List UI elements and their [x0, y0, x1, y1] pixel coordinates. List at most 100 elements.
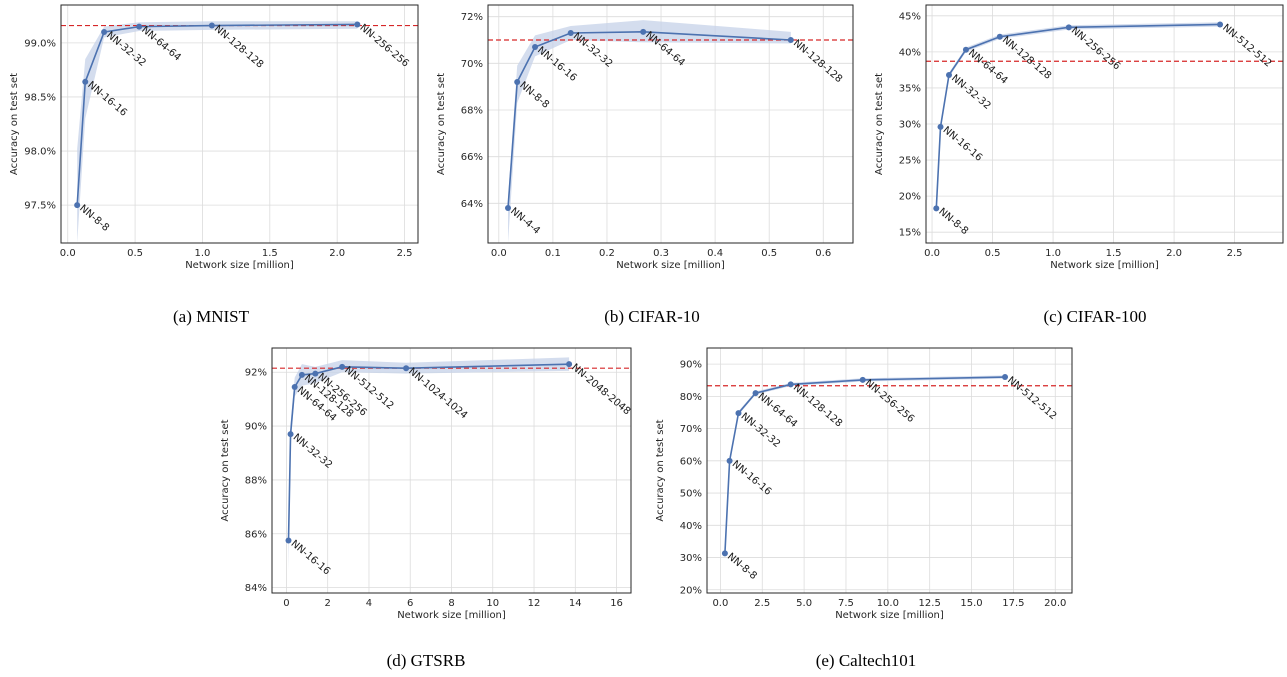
data-point [735, 410, 742, 417]
data-point [726, 457, 733, 464]
x-tick-label: 2.5 [1227, 248, 1243, 259]
point-label: NN-32-32 [104, 30, 148, 69]
point-label: NN-16-16 [85, 80, 129, 119]
x-axis-label: Network size [million] [397, 610, 506, 621]
data-point [962, 46, 969, 53]
data-point [859, 376, 866, 383]
data-point [532, 44, 539, 50]
y-tick-label: 15% [899, 228, 921, 239]
point-label: NN-8-8 [725, 551, 759, 582]
data-point [640, 28, 647, 35]
y-axis-label: Accuracy on test set [436, 73, 447, 175]
subfigure-caption: (a) MNIST [173, 307, 250, 326]
series-line [76, 23, 358, 206]
x-tick-label: 17.5 [1002, 598, 1024, 609]
point-label: NN-128-128 [791, 38, 844, 85]
y-tick-label: 84% [245, 583, 267, 594]
y-tick-label: 90% [680, 360, 702, 371]
x-tick-label: 0.3 [653, 248, 669, 259]
y-tick-label: 97.5% [24, 201, 56, 212]
point-label: NN-16-16 [289, 538, 333, 577]
x-tick-label: 1.0 [1045, 248, 1061, 259]
y-tick-label: 25% [899, 156, 921, 167]
y-tick-label: 90% [245, 422, 267, 433]
subfigure-caption: (d) GTSRB [387, 651, 466, 670]
x-tick-label: 2.5 [397, 248, 413, 259]
x-tick-label: 5.0 [796, 598, 812, 609]
data-point [514, 79, 521, 85]
subfigure-caption: (e) Caltech101 [816, 651, 917, 670]
confidence-band [77, 21, 358, 243]
plot-frame [271, 347, 632, 594]
plot-frame [487, 4, 854, 244]
series-line [507, 31, 791, 209]
x-tick-label: 0.5 [761, 248, 777, 259]
confidence-band [508, 20, 791, 243]
x-tick-label: 1.5 [262, 248, 278, 259]
y-tick-label: 70% [461, 59, 483, 70]
y-tick-label: 35% [899, 83, 921, 94]
y-tick-label: 99.0% [24, 38, 56, 49]
x-tick-label: 6 [407, 598, 413, 609]
y-axis-label: Accuracy on test set [655, 419, 666, 521]
data-point [354, 21, 361, 28]
x-tick-label: 14 [569, 598, 582, 609]
data-point [298, 371, 305, 378]
x-tick-label: 10 [486, 598, 499, 609]
data-point [287, 431, 294, 438]
x-tick-label: 1.5 [1106, 248, 1122, 259]
data-point [101, 29, 108, 36]
data-point [136, 23, 143, 30]
data-point [933, 205, 940, 212]
point-label: NN-256-256 [357, 22, 410, 69]
data-point [945, 71, 952, 78]
data-point [1217, 21, 1224, 28]
series-line [287, 363, 570, 541]
point-label: NN-1024-1024 [406, 366, 469, 421]
x-tick-label: 0.5 [985, 248, 1001, 259]
y-tick-label: 80% [680, 392, 702, 403]
y-tick-label: 40% [899, 47, 921, 58]
data-point [339, 363, 346, 370]
y-tick-label: 88% [245, 475, 267, 486]
x-tick-label: 0.2 [599, 248, 615, 259]
subfigure-caption: (b) CIFAR-10 [604, 307, 700, 326]
x-tick-label: 0.6 [815, 248, 831, 259]
data-point [937, 123, 944, 130]
y-tick-label: 50% [680, 489, 702, 500]
x-tick-label: 0.0 [924, 248, 940, 259]
y-axis-label: Accuracy on test set [9, 73, 20, 175]
x-axis-label: Network size [million] [616, 260, 725, 271]
data-point [312, 370, 319, 377]
x-tick-label: 0.5 [127, 248, 143, 259]
point-label: NN-256-256 [1069, 25, 1122, 72]
y-tick-label: 20% [899, 192, 921, 203]
x-tick-label: 16 [610, 598, 623, 609]
data-point [403, 365, 410, 372]
x-tick-label: 2.0 [1166, 248, 1182, 259]
point-label: NN-256-256 [863, 378, 916, 425]
y-tick-label: 86% [245, 529, 267, 540]
y-tick-label: 92% [245, 368, 267, 379]
data-point [291, 384, 298, 391]
x-tick-label: 1.0 [194, 248, 210, 259]
y-tick-label: 20% [680, 585, 702, 596]
point-label: NN-16-16 [535, 45, 579, 84]
data-point [566, 361, 573, 368]
y-tick-label: 72% [461, 12, 483, 23]
data-point [74, 202, 81, 209]
x-tick-label: 20.0 [1044, 598, 1066, 609]
point-label: NN-4-4 [508, 206, 542, 237]
point-label: NN-8-8 [517, 80, 551, 111]
y-axis-label: Accuracy on test set [220, 419, 231, 521]
point-label: NN-64-64 [966, 48, 1010, 87]
data-point [996, 33, 1003, 40]
point-label: NN-8-8 [77, 203, 111, 234]
x-tick-label: 0.1 [545, 248, 561, 259]
point-label: NN-512-512 [1220, 22, 1273, 69]
point-label: NN-128-128 [791, 382, 844, 429]
x-tick-label: 4 [366, 598, 372, 609]
x-tick-label: 12.5 [919, 598, 941, 609]
y-tick-label: 70% [680, 424, 702, 435]
